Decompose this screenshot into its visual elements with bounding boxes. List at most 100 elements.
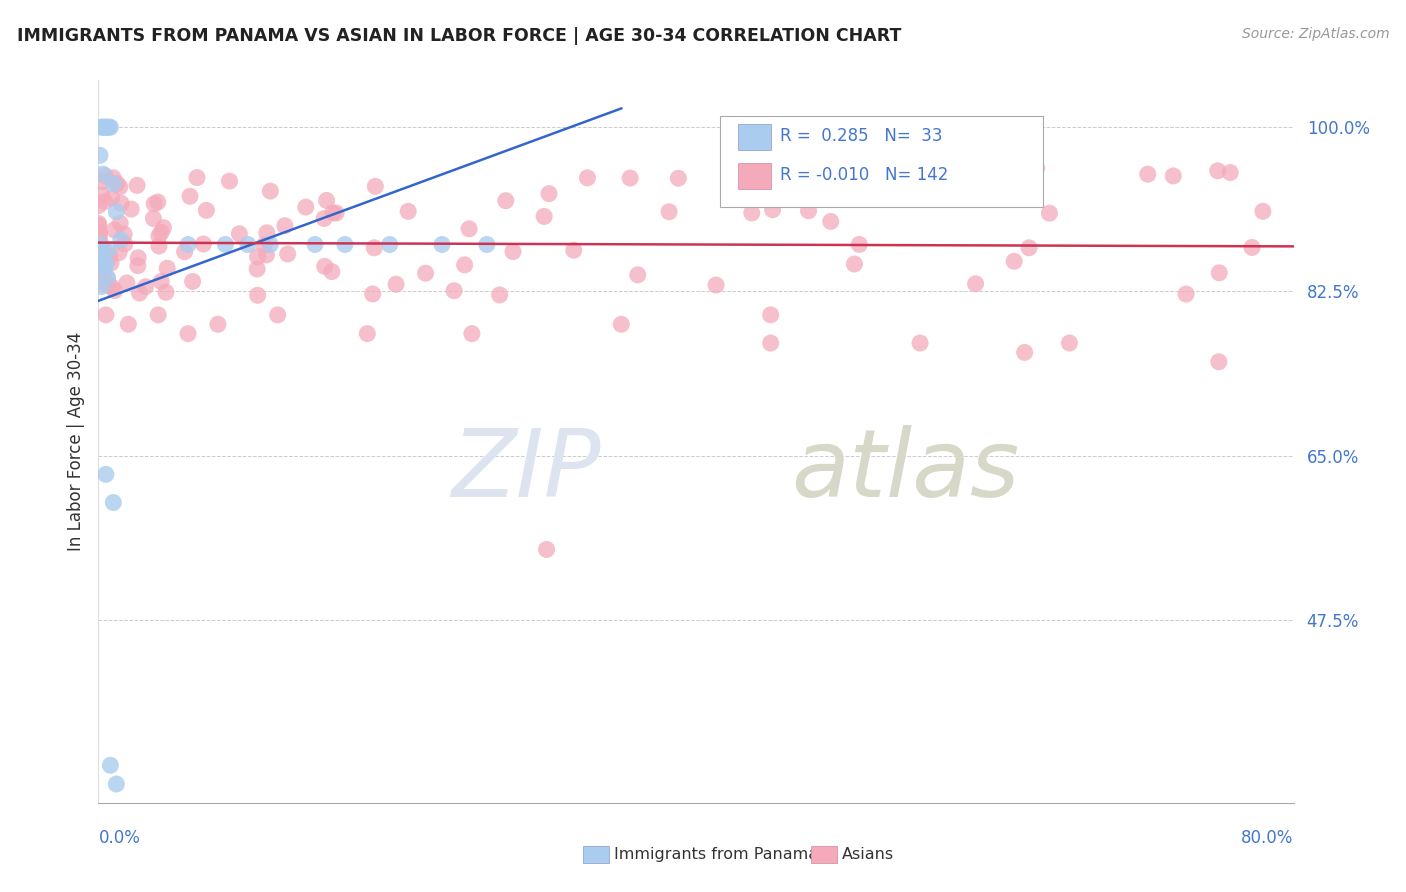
Point (177, 326, 200, 341)
Point (274, 219, 297, 233)
Point (96, 278, 118, 293)
Point (91, 120, 114, 135)
Point (882, 172, 904, 186)
Point (89, 250, 111, 264)
Point (495, 194, 517, 208)
Text: 80.0%: 80.0% (1241, 829, 1294, 847)
Point (453, 258, 475, 272)
Point (115, 276, 138, 290)
Point (98, 249, 121, 263)
Point (236, 237, 259, 252)
Point (848, 237, 870, 252)
Point (430, 237, 453, 252)
Point (378, 237, 401, 252)
Point (1059, 336, 1081, 351)
Text: R = -0.010   N= 142: R = -0.010 N= 142 (780, 166, 948, 184)
Point (90, 120, 112, 135)
Point (741, 206, 763, 220)
Point (256, 226, 278, 240)
Point (112, 227, 135, 241)
Point (128, 285, 150, 300)
Point (103, 170, 125, 185)
Point (148, 239, 170, 253)
Point (91, 167, 114, 181)
Point (110, 196, 132, 211)
Point (214, 237, 236, 252)
Point (87, 219, 110, 233)
Point (458, 222, 481, 236)
Point (314, 211, 336, 226)
Point (304, 237, 326, 252)
Point (110, 233, 132, 247)
Text: 0.0%: 0.0% (98, 829, 141, 847)
Point (89, 259, 111, 273)
Point (759, 336, 782, 351)
Point (627, 268, 650, 282)
Point (537, 186, 560, 201)
Point (150, 275, 173, 289)
Point (142, 211, 165, 226)
Text: ZIP: ZIP (451, 425, 600, 516)
Point (100, 256, 122, 270)
Point (108, 245, 131, 260)
Point (103, 177, 125, 191)
Point (87, 217, 110, 231)
Point (89, 235, 111, 249)
Point (562, 244, 585, 258)
Point (356, 326, 378, 341)
Point (361, 287, 384, 301)
Point (87, 275, 110, 289)
Point (610, 318, 633, 332)
Point (94, 308, 117, 322)
Point (259, 184, 281, 198)
Point (97, 120, 120, 135)
Point (1136, 167, 1159, 181)
Point (89, 248, 111, 262)
Point (87, 265, 110, 279)
Point (536, 542, 558, 557)
Point (277, 247, 299, 261)
Point (100, 191, 122, 205)
Text: atlas: atlas (792, 425, 1019, 516)
Point (152, 220, 174, 235)
Point (908, 336, 931, 351)
Point (173, 244, 195, 259)
Point (90, 242, 112, 256)
Point (87, 260, 110, 275)
Point (576, 170, 599, 185)
Point (179, 189, 201, 203)
Point (218, 174, 240, 188)
Point (98, 120, 122, 135)
Point (207, 318, 229, 332)
Point (96, 270, 118, 285)
Point (93, 120, 115, 135)
Point (114, 236, 136, 251)
Point (1175, 287, 1198, 301)
Point (93, 242, 115, 256)
Point (844, 257, 866, 271)
Point (1025, 161, 1047, 176)
Point (120, 202, 142, 216)
Point (253, 238, 276, 252)
Point (91, 174, 114, 188)
Point (619, 171, 641, 186)
Point (91, 188, 114, 202)
Point (246, 288, 269, 302)
Point (148, 228, 170, 243)
Point (127, 259, 149, 273)
Point (1038, 206, 1060, 220)
Point (101, 280, 124, 294)
Point (461, 326, 484, 341)
Point (87, 250, 110, 264)
Point (415, 266, 437, 280)
Text: R =  0.285   N=  33: R = 0.285 N= 33 (780, 127, 942, 145)
Text: Source: ZipAtlas.com: Source: ZipAtlas.com (1241, 27, 1389, 41)
Point (364, 179, 387, 194)
Point (94, 467, 117, 482)
Point (186, 170, 208, 185)
Point (295, 200, 318, 214)
Point (761, 202, 783, 217)
Point (104, 284, 127, 298)
Point (150, 225, 173, 239)
Point (89, 237, 111, 252)
